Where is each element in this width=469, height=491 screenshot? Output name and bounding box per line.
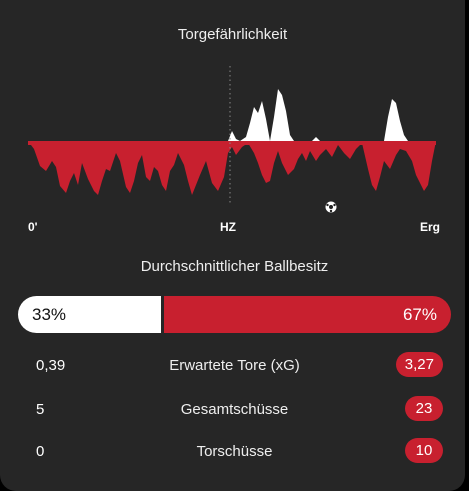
timeline-start-label: 0': [28, 220, 38, 234]
stat-away-badge: 23: [405, 396, 443, 421]
stat-row-shots-on-target: 0 Torschüsse 10: [0, 438, 469, 466]
home-momentum-area: [228, 89, 408, 141]
possession-home: 33%: [18, 296, 161, 333]
stat-row-total-shots: 5 Gesamtschüsse 23: [0, 396, 469, 424]
away-momentum-area: [28, 141, 436, 195]
possession-home-value: 33%: [32, 304, 67, 324]
possession-bar: 33% 67%: [18, 296, 451, 333]
possession-away-value: 67%: [402, 304, 437, 324]
timeline-halftime-label: HZ: [220, 220, 236, 234]
possession-away: 67%: [163, 296, 451, 333]
stat-home-value: 0,39: [36, 357, 66, 374]
soccer-ball-icon: [325, 201, 337, 213]
momentum-baseline: [28, 141, 436, 145]
stat-away-badge: 10: [405, 438, 443, 463]
stat-home-value: 0: [36, 443, 45, 460]
timeline-end-label: Erg: [420, 220, 441, 234]
stat-row-xg: 0,39 Erwartete Tore (xG) 3,27: [0, 352, 469, 380]
momentum-title: Torgefährlichkeit: [177, 26, 288, 43]
momentum-chart: [28, 66, 436, 213]
stat-label: Gesamtschüsse: [180, 401, 289, 418]
stat-label: Torschüsse: [196, 443, 273, 460]
stat-label: Erwartete Tore (xG): [169, 357, 300, 374]
possession-divider: [160, 296, 164, 333]
stat-home-value: 5: [36, 401, 45, 418]
possession-title: Durchschnittlicher Ballbesitz: [140, 258, 329, 275]
stat-away-badge: 3,27: [395, 352, 443, 377]
